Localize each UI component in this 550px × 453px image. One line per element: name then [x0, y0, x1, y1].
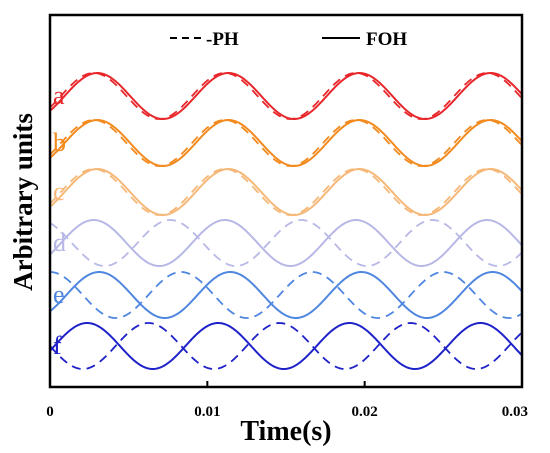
series-ph-c [49, 168, 523, 216]
curve-a: a [49, 71, 523, 121]
series-ph-b [49, 119, 523, 167]
legend-label-foh: FOH [366, 29, 407, 50]
legend: -PH FOH [170, 29, 407, 50]
series-foh-b [49, 118, 523, 168]
curve-label-c: c [53, 177, 65, 206]
curve-label-b: b [53, 128, 66, 157]
series-foh-e [49, 270, 523, 320]
legend-label-ph: -PH [206, 29, 239, 50]
x-tick-label: 0.02 [352, 404, 378, 420]
x-tick-label: 0 [46, 404, 54, 420]
series-ph-e [49, 271, 523, 319]
series-foh-d [49, 218, 523, 268]
curve-label-d: d [53, 228, 66, 257]
x-axis-ticks: 0 0.01 0.02 0.03 [46, 381, 528, 420]
curve-label-a: a [53, 81, 65, 110]
curve-label-f: f [53, 331, 62, 360]
curve-f: f [49, 321, 523, 371]
series-ph-d [49, 219, 523, 267]
series-ph-a [49, 72, 523, 120]
series-foh-f [49, 321, 523, 371]
plot-frame [48, 13, 524, 389]
y-axis-title: Arbitrary units [8, 113, 38, 291]
curve-e: e [49, 270, 523, 320]
x-tick-label: 0.03 [502, 404, 528, 420]
series-foh-a [49, 71, 523, 121]
x-tick-label: 0.01 [194, 404, 220, 420]
curve-b: b [49, 118, 523, 168]
curve-label-e: e [53, 280, 65, 309]
series-foh-c [49, 167, 523, 217]
x-axis-title: Time(s) [240, 416, 331, 447]
curve-c: c [49, 167, 523, 217]
curve-d: d [49, 218, 523, 268]
